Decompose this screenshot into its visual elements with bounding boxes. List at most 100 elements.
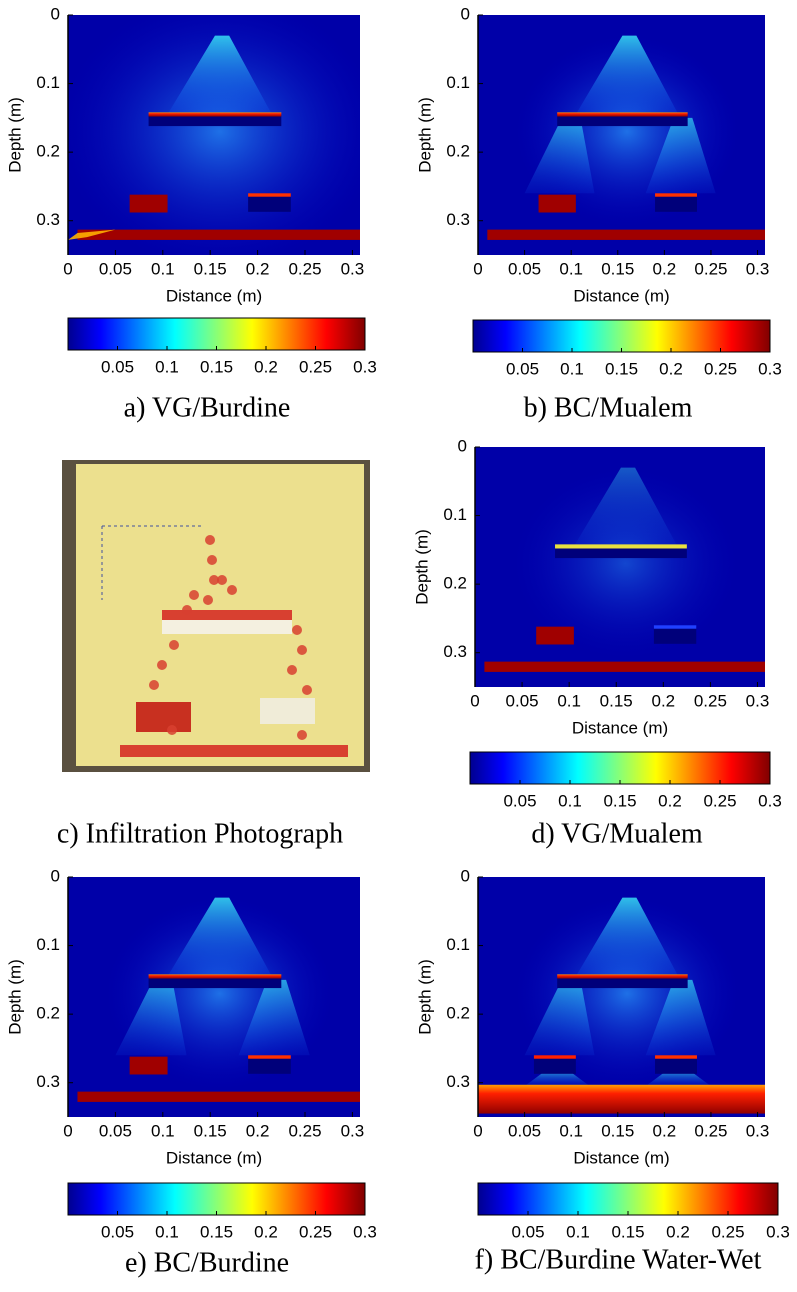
x-tick-label: 0.1 xyxy=(151,1121,175,1140)
region xyxy=(77,1092,361,1102)
region xyxy=(655,1055,697,1058)
dye-finger xyxy=(287,665,297,675)
x-tick-label: 0.15 xyxy=(194,1121,227,1140)
colorbar-tick-label: 0.1 xyxy=(560,359,584,378)
bottom-layer xyxy=(120,745,348,757)
y-tick-label: 0 xyxy=(458,436,467,455)
dye-finger xyxy=(189,590,199,600)
y-axis-label: Depth (m) xyxy=(412,529,431,605)
region xyxy=(536,627,574,645)
heatmap xyxy=(59,0,448,289)
x-tick-label: 0.1 xyxy=(557,691,581,710)
top-band xyxy=(162,610,292,620)
lens xyxy=(136,702,191,732)
x-tick-label: 0.3 xyxy=(746,1121,770,1140)
colorbar xyxy=(473,320,770,352)
y-axis-label: Depth (m) xyxy=(5,959,24,1035)
x-tick-label: 0.25 xyxy=(694,1121,727,1140)
y-tick-label: 0.3 xyxy=(446,1072,470,1091)
colorbar xyxy=(470,752,770,784)
x-tick-label: 0.3 xyxy=(341,259,365,278)
y-tick-label: 0 xyxy=(461,4,470,23)
dye-finger xyxy=(203,595,213,605)
x-tick-label: 0.25 xyxy=(694,259,727,278)
x-tick-label: 0.2 xyxy=(246,259,270,278)
x-tick-label: 0 xyxy=(473,1121,482,1140)
region xyxy=(557,112,687,116)
colorbar-tick-label: 0.3 xyxy=(353,1222,377,1241)
colorbar-tick-label: 0.2 xyxy=(254,357,278,376)
x-tick-label: 0.2 xyxy=(651,691,675,710)
y-axis-label: Depth (m) xyxy=(5,97,24,173)
y-tick-label: 0.3 xyxy=(443,642,467,661)
region xyxy=(248,195,291,212)
region xyxy=(149,974,282,978)
y-tick-label: 0.3 xyxy=(446,210,470,229)
x-tick-label: 0.15 xyxy=(601,1121,634,1140)
y-tick-label: 0 xyxy=(461,866,470,885)
colorbar-tick-label: 0.05 xyxy=(503,791,536,810)
y-tick-label: 0.1 xyxy=(443,505,467,524)
dye-finger xyxy=(205,535,215,545)
region xyxy=(655,195,697,212)
colorbar-tick-label: 0.15 xyxy=(605,359,638,378)
colorbar-tick-label: 0.05 xyxy=(506,359,539,378)
y-tick-label: 0.2 xyxy=(443,574,467,593)
region xyxy=(77,230,361,240)
x-tick-label: 0.25 xyxy=(694,691,727,710)
y-tick-label: 0.2 xyxy=(446,1004,470,1023)
colorbar-tick-label: 0.3 xyxy=(758,359,782,378)
x-tick-label: 0.2 xyxy=(653,1121,677,1140)
y-tick-label: 0 xyxy=(51,4,60,23)
region xyxy=(654,625,696,628)
colorbar-tick-label: 0.05 xyxy=(101,1222,134,1241)
region xyxy=(478,1085,767,1114)
x-tick-label: 0.15 xyxy=(601,259,634,278)
dye-finger xyxy=(207,555,217,565)
x-tick-label: 0.05 xyxy=(99,1121,132,1140)
dye-finger xyxy=(217,575,227,585)
colorbar-tick-label: 0.25 xyxy=(299,1222,332,1241)
colorbar-tick-label: 0.15 xyxy=(200,357,233,376)
x-tick-label: 0.1 xyxy=(559,259,583,278)
colorbar xyxy=(68,318,365,350)
region xyxy=(130,1057,168,1075)
region xyxy=(130,195,168,213)
region xyxy=(487,230,767,240)
dye-finger xyxy=(297,645,307,655)
x-tick-label: 0.05 xyxy=(99,259,132,278)
x-tick-label: 0.1 xyxy=(559,1121,583,1140)
colorbar-tick-label: 0.2 xyxy=(658,791,682,810)
colorbar-tick-label: 0.25 xyxy=(711,1222,744,1241)
colorbar-tick-label: 0.3 xyxy=(758,791,782,810)
region xyxy=(557,974,687,978)
colorbar-tick-label: 0.25 xyxy=(704,359,737,378)
y-tick-label: 0.2 xyxy=(446,142,470,161)
x-tick-label: 0 xyxy=(473,259,482,278)
x-tick-label: 0.25 xyxy=(288,259,321,278)
region xyxy=(539,195,576,213)
x-tick-label: 0.15 xyxy=(600,691,633,710)
page: 00.10.20.300.050.10.150.20.250.3Distance… xyxy=(0,0,797,1292)
colorbar-tick-label: 0.1 xyxy=(558,791,582,810)
colorbar-tick-label: 0.1 xyxy=(566,1222,590,1241)
dye-finger xyxy=(182,605,192,615)
y-axis-label: Depth (m) xyxy=(415,97,434,173)
colorbar-tick-label: 0.2 xyxy=(254,1222,278,1241)
dye-finger xyxy=(167,725,177,735)
dye-finger xyxy=(227,585,237,595)
y-tick-label: 0.2 xyxy=(36,142,60,161)
colorbar-tick-label: 0.2 xyxy=(666,1222,690,1241)
dye-finger xyxy=(297,730,307,740)
region xyxy=(248,193,291,196)
caption: a) VG/Burdine xyxy=(124,392,291,423)
x-tick-label: 0.05 xyxy=(506,691,539,710)
y-tick-label: 0.1 xyxy=(446,73,470,92)
heatmap xyxy=(478,877,797,1151)
x-tick-label: 0.3 xyxy=(746,259,770,278)
region xyxy=(655,193,697,196)
y-tick-label: 0.1 xyxy=(446,935,470,954)
colorbar-tick-label: 0.1 xyxy=(155,357,179,376)
x-tick-label: 0.05 xyxy=(508,259,541,278)
caption: e) BC/Burdine xyxy=(125,1247,289,1278)
